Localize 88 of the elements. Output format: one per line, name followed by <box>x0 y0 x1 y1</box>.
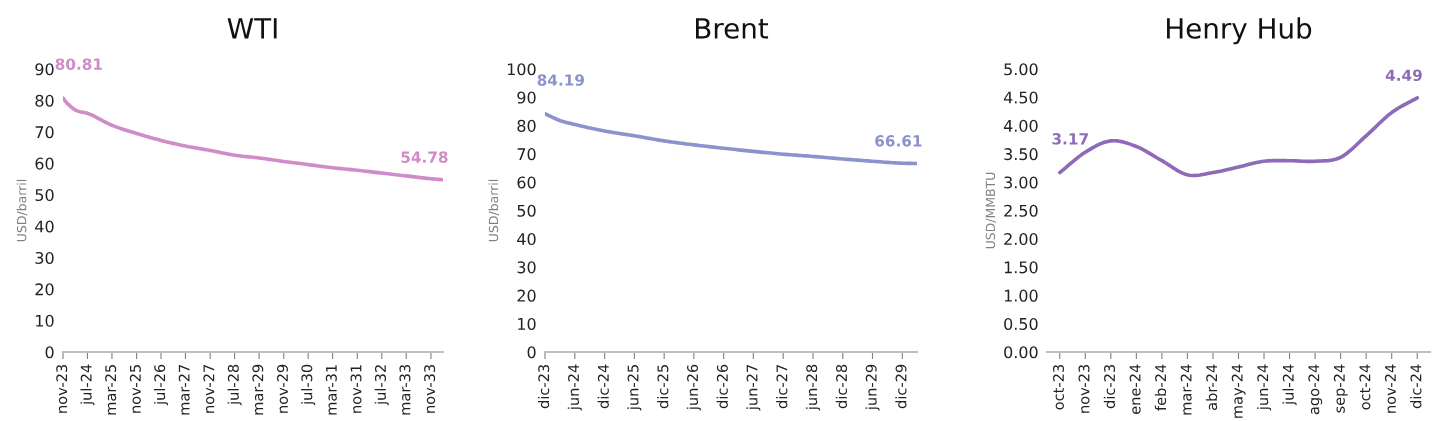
x-tick-label: dic-24 <box>597 364 609 409</box>
y-tick-label: 0 <box>527 346 536 359</box>
y-axis-title: USD/MMBTU <box>985 172 997 249</box>
x-tick-label: dic-23 <box>1103 364 1116 409</box>
y-axis-title: USD/barril <box>16 179 28 242</box>
x-tick-label: jun-27 <box>746 365 761 411</box>
x-tick-label: oct-23 <box>1052 364 1064 410</box>
x-tick-label: mar-27 <box>178 365 190 415</box>
x-tick-label: dic-29 <box>895 364 907 409</box>
y-tick-label: 4.50 <box>1003 91 1038 104</box>
annotation: 54.78 <box>401 151 448 163</box>
y-axis-title: USD/barril <box>488 179 500 242</box>
x-tick-label: ago-24 <box>1308 364 1323 415</box>
x-tick-label: jun-29 <box>865 364 880 411</box>
x-tick-label: dic-24 <box>1410 364 1422 409</box>
x-tick-label: oct-24 <box>1359 364 1371 410</box>
y-tick-label: 0.00 <box>1004 346 1038 359</box>
x-tick-label: nov-33 <box>424 364 436 413</box>
y-tick-label: 40 <box>35 220 54 233</box>
y-tick-label: 1.50 <box>1004 261 1038 274</box>
x-tick-label: mar-29 <box>252 364 264 415</box>
y-tick-label: 50 <box>35 188 54 202</box>
x-tick-label: jul-32 <box>374 365 389 406</box>
y-tick-label: 4.00 <box>1003 119 1038 132</box>
x-tick-label: feb-24 <box>1154 364 1167 411</box>
x-tick-label: jul-24 <box>80 364 95 406</box>
y-tick-label: 10 <box>518 317 536 330</box>
y-tick-label: 90 <box>517 91 536 104</box>
x-tick-label: dic-27 <box>776 365 788 409</box>
x-tick-label: nov-23 <box>1078 364 1090 413</box>
annotation: 66.61 <box>875 135 922 147</box>
y-tick-label: 20 <box>517 289 536 302</box>
y-tick-label: 2.50 <box>1004 204 1038 217</box>
y-tick-label: 60 <box>517 176 536 189</box>
x-tick-label: nov-29 <box>276 364 288 413</box>
x-tick-label: nov-25 <box>129 365 141 413</box>
x-tick-label: may-24 <box>1231 364 1246 418</box>
y-tick-label: 100 <box>507 63 536 76</box>
y-tick-label: 50 <box>517 204 536 217</box>
x-tick-label: dic-25 <box>657 365 669 409</box>
chart-title: Brent <box>696 18 769 39</box>
y-tick-label: 3.50 <box>1004 148 1038 161</box>
chart-title: Henry Hub <box>1167 17 1312 45</box>
x-tick-label: mar-33 <box>399 364 411 415</box>
x-tick-label: jun-25 <box>627 365 642 411</box>
x-tick-label: mar-25 <box>105 365 117 415</box>
x-tick-label: jul-28 <box>227 364 242 406</box>
x-tick-label: jun-24 <box>567 364 582 411</box>
x-tick-label: nov-27 <box>203 365 215 413</box>
y-tick-label: 70 <box>517 148 536 161</box>
y-tick-label: 90 <box>35 63 54 76</box>
y-tick-label: 3.00 <box>1004 176 1038 189</box>
x-tick-label: dic-28 <box>835 364 848 409</box>
x-tick-label: jul-30 <box>301 364 316 406</box>
y-tick-label: 80 <box>517 119 536 132</box>
x-tick-label: mar-31 <box>325 365 337 415</box>
x-tick-label: ene-24 <box>1129 364 1141 415</box>
x-tick-label: jun-28 <box>805 364 821 411</box>
x-tick-label: nov-24 <box>1384 364 1396 413</box>
x-tick-label: dic-26 <box>716 364 728 409</box>
y-tick-label: 30 <box>35 251 54 264</box>
x-tick-label: jul-24 <box>1282 364 1297 406</box>
annotation: 3.17 <box>1052 133 1088 145</box>
y-tick-label: 5.00 <box>1004 63 1038 76</box>
x-tick-label: abr-24 <box>1205 364 1218 411</box>
y-tick-label: 30 <box>517 261 536 274</box>
y-tick-label: 70 <box>35 126 54 139</box>
y-tick-label: 40 <box>517 233 536 246</box>
x-tick-label: nov-31 <box>350 365 362 413</box>
y-tick-label: 20 <box>35 283 54 296</box>
annotation: 84.19 <box>537 74 585 86</box>
x-tick-label: jul-26 <box>153 364 169 406</box>
y-tick-label: 60 <box>35 157 54 170</box>
x-tick-label: sep-24 <box>1333 364 1348 413</box>
y-tick-label: 0.50 <box>1004 317 1038 330</box>
x-tick-label: jun-24 <box>1256 364 1272 411</box>
x-tick-label: nov-23 <box>56 364 68 413</box>
annotation: 80.81 <box>55 58 102 70</box>
chart-title: WTI <box>227 18 277 39</box>
annotation: 4.49 <box>1385 69 1422 82</box>
y-tick-label: 1.00 <box>1004 289 1038 302</box>
y-tick-label: 2.00 <box>1004 233 1038 246</box>
x-tick-label: jun-26 <box>686 364 701 411</box>
x-tick-label: dic-23 <box>537 364 550 409</box>
y-tick-label: 10 <box>36 314 54 327</box>
y-tick-label: 80 <box>35 94 54 107</box>
x-tick-label: mar-24 <box>1180 364 1192 415</box>
y-tick-label: 0 <box>45 346 54 359</box>
